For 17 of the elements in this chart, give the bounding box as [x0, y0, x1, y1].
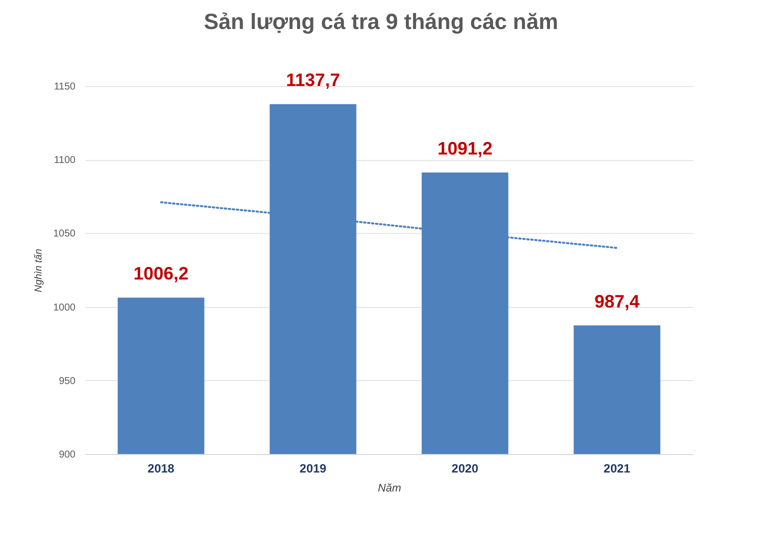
y-tick-label: 1000: [53, 302, 76, 314]
y-tick-label: 900: [58, 450, 76, 460]
data-label: 1137,7: [286, 70, 340, 90]
data-label: 1091,2: [437, 138, 493, 159]
y-tick-label: 1100: [54, 155, 76, 166]
y-tick-label: 1150: [54, 82, 76, 92]
x-tick-label: 2018: [148, 462, 175, 476]
data-label: 987,4: [594, 291, 640, 312]
y-tick-label: 1050: [53, 228, 76, 240]
x-tick-label: 2019: [300, 462, 327, 476]
x-axis-title: Năm: [378, 482, 402, 494]
data-label: 1006,2: [133, 264, 189, 284]
x-tick-label: 2021: [604, 462, 631, 476]
y-axis-title: Nghìn tấn: [33, 248, 44, 292]
y-tick-label: 950: [58, 376, 76, 387]
chart-title: Sản lượng cá tra 9 tháng các năm: [204, 9, 558, 34]
x-tick-label: 2020: [452, 462, 479, 476]
